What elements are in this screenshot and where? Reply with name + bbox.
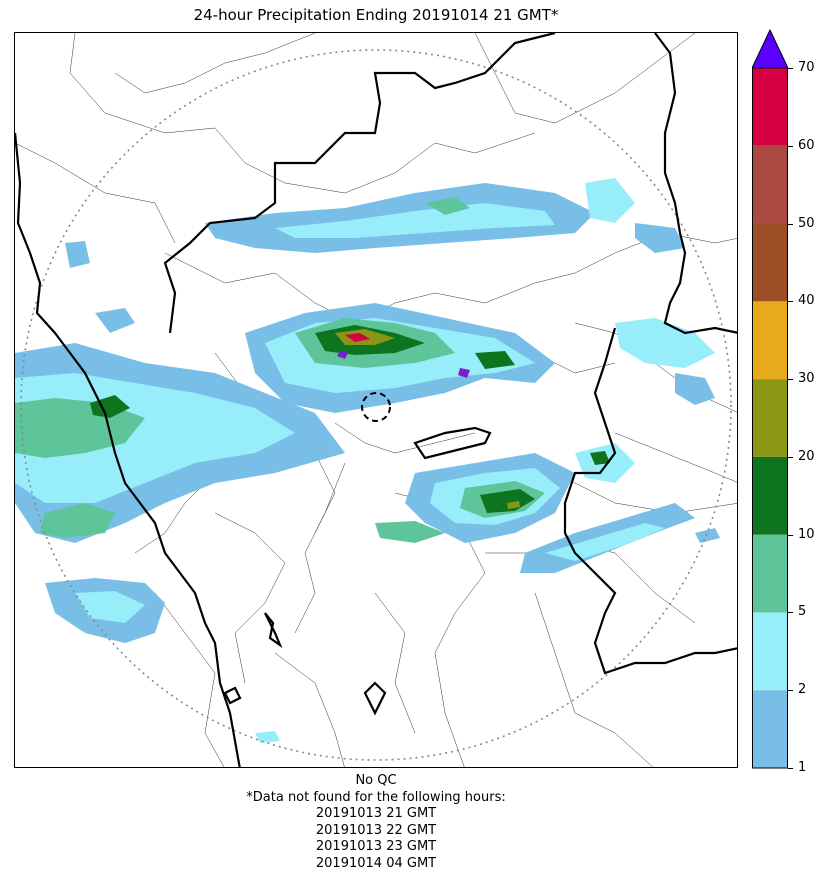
- colorbar-segment: [752, 690, 788, 768]
- colorbar-segments: [752, 68, 788, 768]
- colorbar-tick-mark: [788, 456, 793, 458]
- colorbar-segment: [752, 379, 788, 457]
- colorbar-tick-mark: [788, 612, 793, 614]
- colorbar-tick-mark: [788, 301, 793, 303]
- colorbar-tick-mark: [788, 145, 793, 147]
- colorbar-segment: [752, 534, 788, 613]
- colorbar-extend-triangle: [752, 28, 788, 69]
- qc-note: No QC: [355, 773, 397, 788]
- radar-map[interactable]: [14, 32, 738, 768]
- colorbar-tick-label: 20: [798, 448, 815, 464]
- colorbar-segment: [752, 612, 788, 691]
- missing-data-header: *Data not found for the following hours:: [246, 789, 506, 805]
- colorbar-segment: [752, 68, 788, 146]
- colorbar-tick-label: 40: [798, 293, 815, 309]
- colorbar-tick-mark: [788, 690, 793, 692]
- colorbar-tick-mark: [788, 68, 793, 69]
- colorbar: [752, 28, 788, 769]
- map-canvas: [15, 33, 737, 767]
- colorbar-tick-mark: [788, 534, 793, 536]
- colorbar-tick-label: 2: [798, 682, 807, 698]
- colorbar-tick-label: 60: [798, 137, 815, 153]
- colorbar-tick-label: 50: [798, 215, 815, 231]
- colorbar-segment: [752, 145, 788, 224]
- chart-title: 24-hour Precipitation Ending 20191014 21…: [193, 6, 559, 24]
- national-borders: [15, 33, 737, 767]
- colorbar-tick-label: 10: [798, 526, 815, 542]
- missing-hour: 20191013 23 GMT: [315, 839, 437, 854]
- colorbar-tick-mark: [788, 223, 793, 225]
- colorbar-tick-mark: [788, 768, 793, 769]
- missing-hour: 20191013 21 GMT: [315, 806, 437, 821]
- colorbar-segment: [752, 301, 788, 380]
- colorbar-tick-label: 1: [798, 760, 807, 775]
- colorbar-outline: [752, 67, 788, 769]
- colorbar-tick-label: 30: [798, 371, 815, 387]
- colorbar-tick-label: 5: [798, 604, 807, 620]
- colorbar-segment: [752, 456, 788, 535]
- colorbar-tick-label: 70: [798, 60, 815, 75]
- notes-block: No QC *Data not found for the following …: [14, 773, 738, 872]
- radar-range-ring: [20, 49, 732, 761]
- precipitation-field: [15, 178, 720, 743]
- colorbar-tick-mark: [788, 379, 793, 381]
- radar-site-marker: [361, 392, 391, 422]
- missing-hour: 20191014 04 GMT: [315, 855, 437, 871]
- colorbar-segment: [752, 223, 788, 302]
- missing-hour: 20191013 22 GMT: [315, 822, 437, 838]
